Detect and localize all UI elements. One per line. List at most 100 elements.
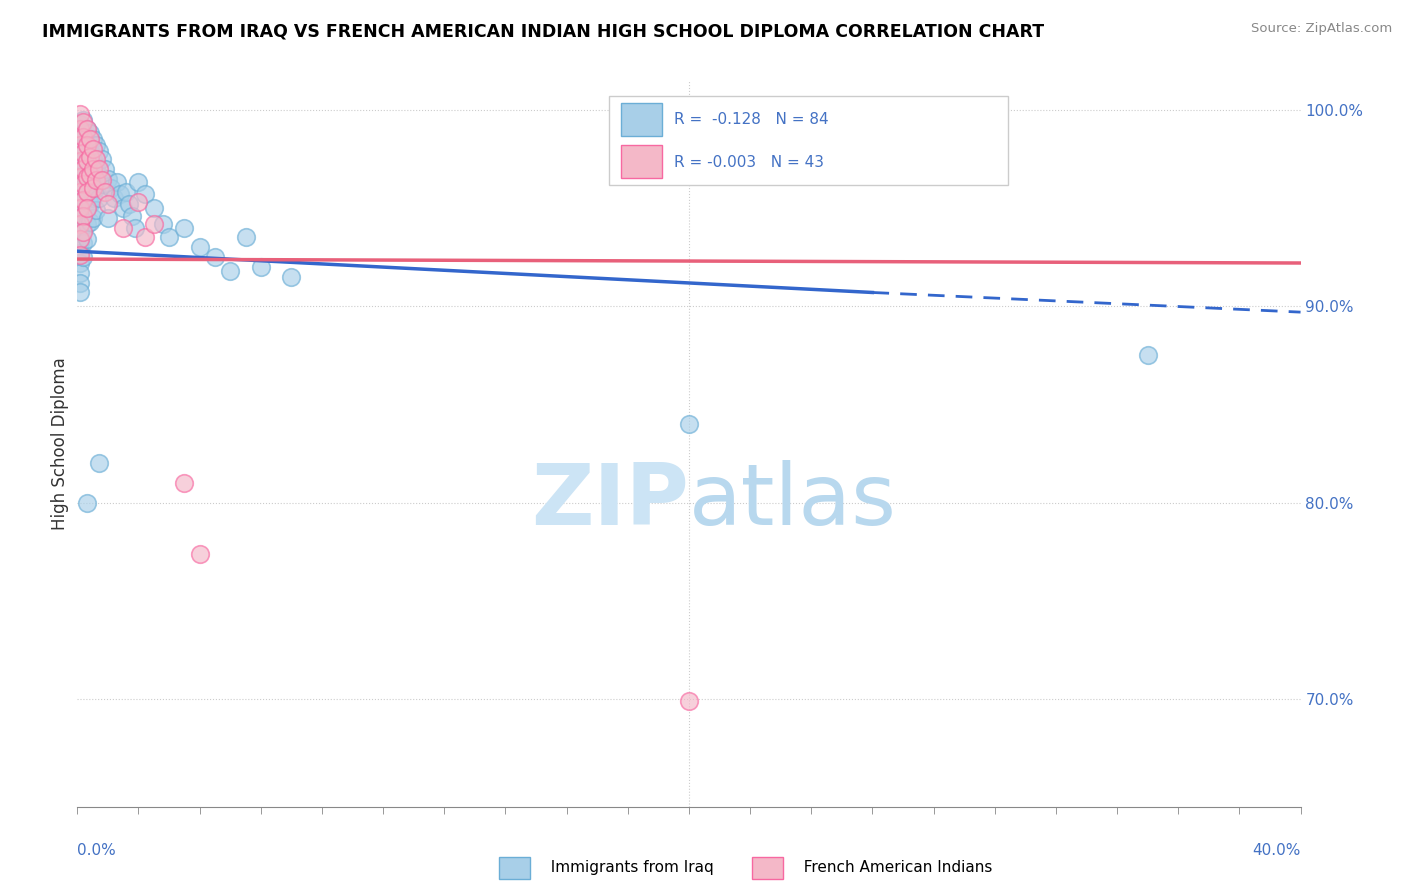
Point [69, 236, 91, 251]
Point [69, 106, 91, 120]
Point [103, 191, 125, 205]
Point [84, 152, 107, 166]
Point [72, 225, 94, 239]
Point [76, 201, 98, 215]
Point [69, 232, 91, 246]
Point [69, 285, 91, 300]
Point [173, 220, 195, 235]
Point [188, 547, 211, 561]
Point [76, 138, 98, 153]
Point [82, 142, 104, 156]
Point [72, 126, 94, 140]
Point [69, 246, 91, 260]
Point [69, 161, 91, 176]
Point [87, 168, 110, 182]
Point [76, 186, 98, 200]
FancyBboxPatch shape [609, 95, 1008, 186]
Point [142, 217, 165, 231]
Bar [621, 145, 662, 178]
Point [69, 169, 91, 184]
Point [72, 236, 94, 251]
Y-axis label: High School Diploma: High School Diploma [51, 358, 69, 530]
Point [72, 168, 94, 182]
Point [69, 152, 91, 166]
Point [87, 191, 110, 205]
Point [79, 144, 101, 158]
Point [79, 150, 101, 164]
Point [112, 201, 135, 215]
Point [84, 138, 107, 153]
Point [79, 161, 101, 176]
Point [69, 225, 91, 239]
Point [84, 202, 107, 217]
Point [79, 126, 101, 140]
Text: French American Indians: French American Indians [794, 860, 993, 874]
Point [72, 209, 94, 223]
Point [188, 240, 211, 254]
Point [72, 114, 94, 128]
Point [134, 230, 156, 244]
Point [72, 146, 94, 161]
Point [69, 153, 91, 168]
Point [84, 181, 107, 195]
Point [76, 169, 98, 184]
Point [97, 197, 120, 211]
Point [90, 152, 112, 166]
Point [173, 476, 195, 491]
Point [69, 276, 91, 290]
Point [69, 248, 91, 262]
Point [76, 186, 98, 200]
Point [90, 173, 112, 187]
Point [84, 173, 107, 187]
Point [82, 152, 104, 166]
Point [69, 205, 91, 219]
Text: atlas: atlas [689, 460, 897, 543]
Point [121, 209, 143, 223]
Point [87, 457, 110, 471]
Point [72, 112, 94, 127]
Point [90, 178, 112, 192]
Point [79, 215, 101, 229]
Point [76, 496, 98, 510]
Point [72, 140, 94, 154]
Point [82, 161, 104, 176]
Text: Immigrants from Iraq: Immigrants from Iraq [541, 860, 714, 874]
Point [94, 161, 117, 176]
Point [76, 122, 98, 136]
Point [105, 176, 128, 190]
Point [115, 186, 138, 200]
Point [100, 181, 122, 195]
Text: R = -0.003   N = 43: R = -0.003 N = 43 [673, 154, 824, 169]
Point [72, 178, 94, 192]
Point [69, 142, 91, 156]
Point [82, 191, 104, 205]
Point [87, 144, 110, 158]
Point [72, 209, 94, 223]
Point [76, 232, 98, 246]
Point [72, 250, 94, 264]
Point [72, 193, 94, 207]
Point [69, 128, 91, 143]
Point [79, 179, 101, 194]
Point [76, 217, 98, 231]
Text: IMMIGRANTS FROM IRAQ VS FRENCH AMERICAN INDIAN HIGH SCHOOL DIPLOMA CORRELATION C: IMMIGRANTS FROM IRAQ VS FRENCH AMERICAN … [42, 22, 1045, 40]
Point [142, 201, 165, 215]
Point [82, 211, 104, 225]
Point [82, 171, 104, 186]
Text: 40.0%: 40.0% [1253, 843, 1301, 857]
Text: ZIP: ZIP [531, 460, 689, 543]
Point [69, 256, 91, 270]
Text: 0.0%: 0.0% [77, 843, 117, 857]
Point [250, 260, 273, 274]
Point [76, 153, 98, 168]
Point [678, 694, 700, 708]
Point [72, 153, 94, 168]
Text: R =  -0.128   N = 84: R = -0.128 N = 84 [673, 112, 828, 128]
Point [69, 266, 91, 280]
Point [152, 217, 174, 231]
Point [124, 220, 146, 235]
Point [69, 215, 91, 229]
Point [69, 116, 91, 130]
Point [128, 195, 150, 210]
Text: Source: ZipAtlas.com: Source: ZipAtlas.com [1251, 22, 1392, 36]
